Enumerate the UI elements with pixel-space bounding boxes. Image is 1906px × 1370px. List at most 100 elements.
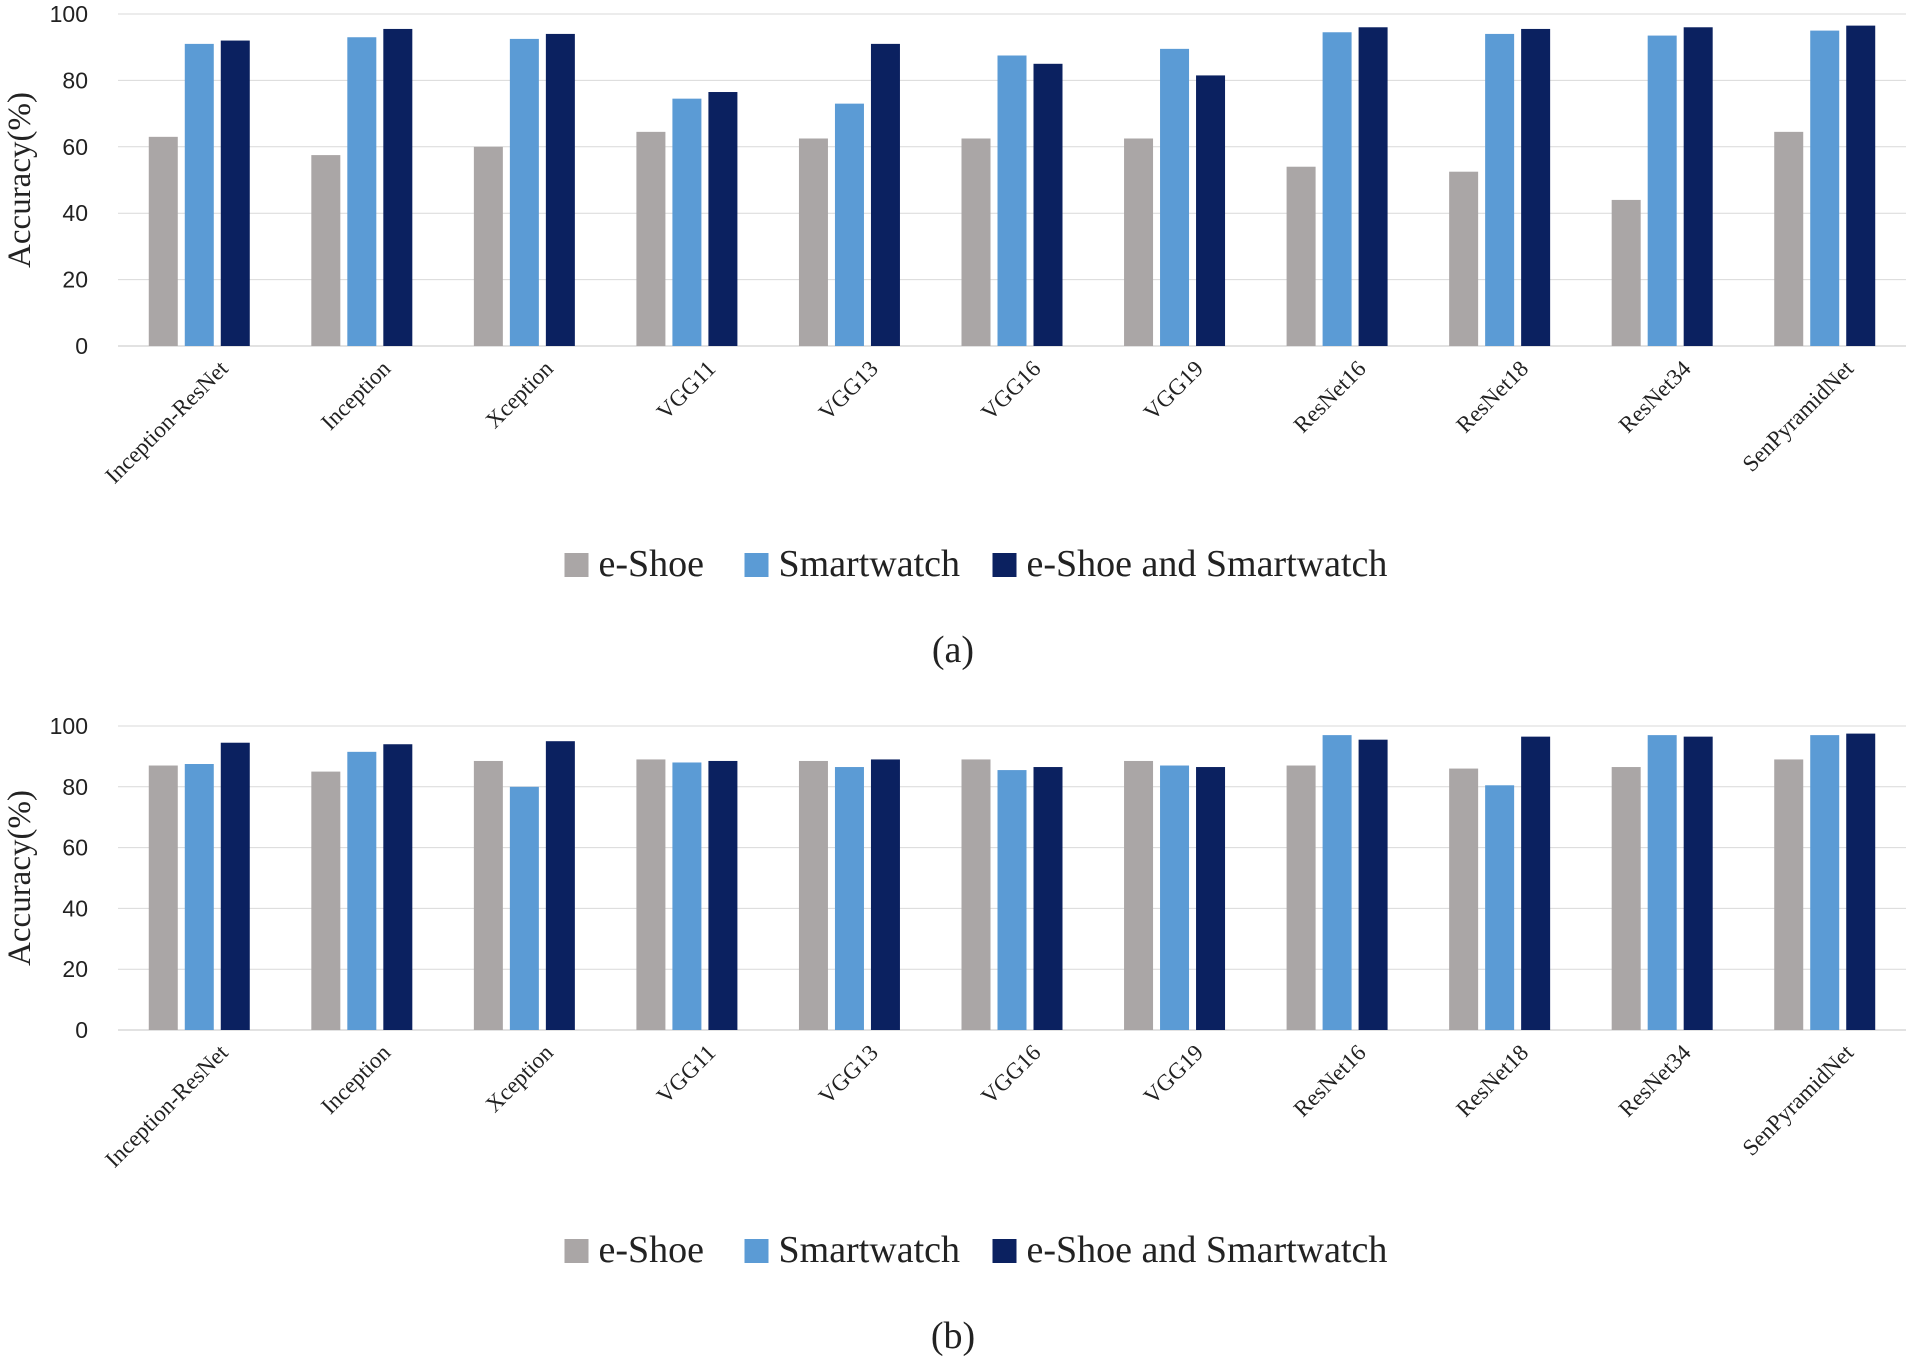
x-tick-label: ResNet18: [1451, 1040, 1533, 1122]
legend-swatch-combined: [992, 1239, 1017, 1263]
bar-combined: [1846, 25, 1876, 347]
bar-smartwatch: [997, 770, 1027, 1030]
bar-e-shoe: [1286, 166, 1316, 346]
y-tick-label: 100: [50, 1, 88, 27]
bar-combined: [545, 33, 575, 347]
x-tick-label: VGG13: [814, 1040, 883, 1109]
bar-smartwatch: [1160, 48, 1190, 347]
bar-smartwatch: [1160, 765, 1190, 1030]
bar-smartwatch: [347, 751, 377, 1030]
legend-label-smartwatch: Smartwatch: [779, 1229, 961, 1271]
bar-combined: [1521, 736, 1551, 1030]
bar-combined: [1846, 733, 1876, 1030]
bar-combined: [1196, 75, 1226, 347]
bar-combined: [870, 43, 900, 346]
bar-e-shoe: [798, 138, 828, 346]
bar-e-shoe: [1449, 768, 1479, 1030]
x-tick-label: ResNet34: [1614, 356, 1696, 438]
bar-smartwatch: [672, 762, 702, 1030]
bar-combined: [1196, 767, 1226, 1030]
bar-combined: [1683, 27, 1713, 347]
x-tick-label: Inception-ResNet: [100, 355, 233, 488]
bar-smartwatch: [1810, 30, 1840, 346]
bar-combined: [1358, 27, 1388, 347]
x-tick-label: VGG11: [652, 1040, 721, 1109]
bar-e-shoe: [473, 760, 503, 1030]
bar-e-shoe: [473, 146, 503, 346]
legend-label-smartwatch: Smartwatch: [779, 543, 961, 585]
bar-combined: [220, 40, 250, 347]
bar-combined: [383, 744, 413, 1030]
bar-e-shoe: [1611, 199, 1641, 346]
bar-combined: [545, 741, 575, 1030]
x-tick-label: VGG19: [1139, 1040, 1208, 1109]
bar-combined: [1358, 739, 1388, 1030]
x-tick-label: Xception: [481, 1040, 559, 1118]
bar-e-shoe: [636, 131, 666, 346]
y-tick-label: 40: [62, 895, 88, 921]
figure-caption: (b): [931, 1315, 975, 1357]
bar-smartwatch: [184, 764, 214, 1030]
bar-smartwatch: [1322, 735, 1352, 1030]
bar-combined: [1033, 767, 1063, 1030]
y-tick-label: 80: [62, 774, 88, 800]
y-tick-label: 80: [62, 67, 88, 93]
bar-e-shoe: [311, 155, 341, 346]
y-tick-label: 20: [62, 267, 88, 293]
bar-smartwatch: [1647, 35, 1677, 347]
legend-label-e-shoe: e-Shoe: [599, 543, 705, 585]
bar-e-shoe: [1286, 765, 1316, 1030]
x-tick-label: Inception: [316, 356, 395, 435]
y-tick-label: 60: [62, 134, 88, 160]
chart-a: 0 20 40 60 80 100 Accuracy(%) Inception-ResNet I…: [2, 1, 1906, 671]
x-tick-label: ResNet16: [1289, 1040, 1371, 1122]
bar-combined: [383, 28, 413, 346]
bar-combined: [1683, 736, 1713, 1030]
legend-swatch-e-shoe: [564, 553, 589, 577]
bar-e-shoe: [148, 136, 178, 346]
bar-combined: [1521, 28, 1551, 346]
legend-swatch-smartwatch: [744, 553, 769, 577]
x-tick-label: Inception: [316, 1040, 395, 1119]
x-tick-label: ResNet18: [1451, 356, 1533, 438]
legend-label-combined: e-Shoe and Smartwatch: [1027, 1229, 1388, 1271]
y-axis-title: Accuracy(%): [2, 92, 38, 268]
x-tick-label: VGG19: [1139, 356, 1208, 425]
bar-smartwatch: [997, 55, 1027, 346]
legend-swatch-e-shoe: [564, 1239, 589, 1263]
bar-smartwatch: [834, 767, 864, 1030]
x-tick-label: VGG13: [814, 356, 883, 425]
bar-e-shoe: [636, 759, 666, 1030]
y-tick-label: 100: [50, 713, 88, 739]
x-tick-label: Xception: [481, 356, 559, 434]
legend-swatch-combined: [992, 553, 1017, 577]
chart-b: 0 20 40 60 80 100 Accuracy(%) Inception-ResNet I…: [2, 713, 1906, 1357]
x-tick-label: SenPyramidNet: [1738, 1039, 1859, 1160]
y-tick-label: 40: [62, 200, 88, 226]
y-tick-label: 0: [75, 333, 88, 359]
bar-smartwatch: [1810, 735, 1840, 1030]
bar-smartwatch: [1647, 735, 1677, 1030]
bar-smartwatch: [834, 103, 864, 346]
x-tick-label: ResNet34: [1614, 1040, 1696, 1122]
bar-e-shoe: [1774, 759, 1804, 1030]
bar-e-shoe: [1124, 760, 1154, 1030]
bar-combined: [708, 92, 738, 347]
y-axis-title: Accuracy(%): [2, 790, 38, 966]
bar-smartwatch: [672, 98, 702, 346]
bar-e-shoe: [961, 138, 991, 346]
y-tick-label: 60: [62, 835, 88, 861]
bar-e-shoe: [798, 760, 828, 1030]
bar-combined: [1033, 63, 1063, 347]
legend-swatch-smartwatch: [744, 1239, 769, 1263]
y-tick-label: 20: [62, 956, 88, 982]
bar-smartwatch: [1322, 32, 1352, 346]
bar-combined: [870, 759, 900, 1030]
x-tick-label: Inception-ResNet: [100, 1039, 233, 1172]
bar-e-shoe: [961, 759, 991, 1030]
x-tick-label: ResNet16: [1289, 356, 1371, 438]
bar-smartwatch: [184, 43, 214, 346]
bar-e-shoe: [311, 771, 341, 1030]
legend-label-e-shoe: e-Shoe: [599, 1229, 705, 1271]
